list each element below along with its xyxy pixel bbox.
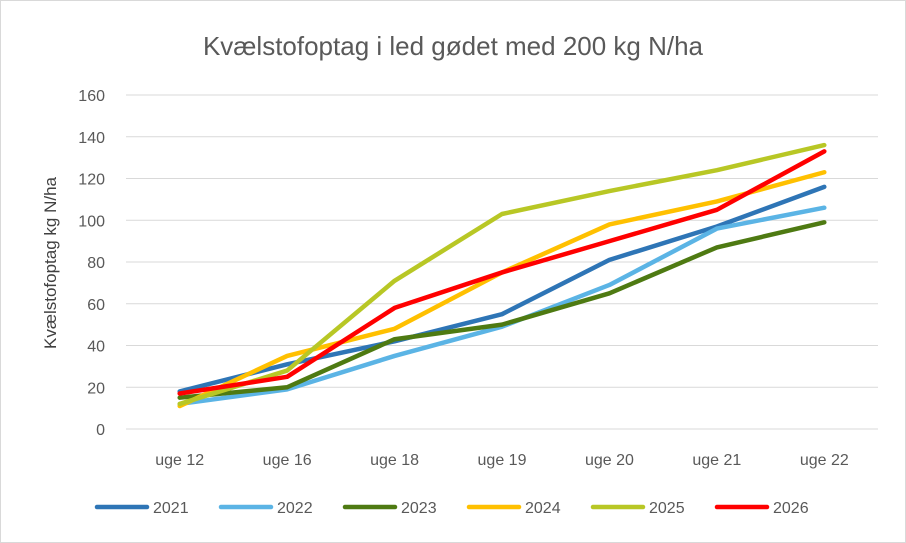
gridlines (126, 94, 878, 430)
legend-label: 2022 (277, 500, 313, 517)
legend-label: 2023 (401, 500, 437, 517)
y-tick-label: 160 (78, 88, 105, 105)
series-line-2024 (177, 169, 827, 409)
x-tick-label: uge 21 (692, 452, 741, 469)
y-tick-label: 60 (87, 297, 105, 314)
y-tick-label: 40 (87, 339, 105, 356)
legend: 2021 2022 2023 2024 2025 2026 (94, 500, 809, 517)
y-tick-label: 0 (96, 422, 105, 439)
series-lines (177, 142, 827, 409)
series-line-2026 (177, 149, 827, 396)
legend-label: 2021 (153, 500, 189, 517)
legend-item-2022: 2022 (218, 500, 313, 517)
x-tick-label: uge 19 (478, 452, 527, 469)
y-tick-label: 80 (87, 255, 105, 272)
y-axis-ticks: 0 20 40 60 80 100 120 140 160 (78, 88, 105, 439)
y-tick-label: 120 (78, 172, 105, 189)
legend-item-2025: 2025 (590, 500, 685, 517)
legend-label: 2024 (525, 500, 561, 517)
legend-item-2026: 2026 (714, 500, 809, 517)
y-tick-label: 100 (78, 213, 105, 230)
series-line-2023 (177, 220, 827, 400)
legend-item-2021: 2021 (94, 500, 189, 517)
legend-label: 2026 (773, 500, 809, 517)
y-tick-label: 140 (78, 130, 105, 147)
legend-item-2023: 2023 (342, 500, 437, 517)
x-tick-label: uge 16 (263, 452, 312, 469)
legend-label: 2025 (649, 500, 685, 517)
y-axis-label: Kvælstofoptag kg N/ha (41, 176, 60, 349)
chart-title: Kvælstofoptag i led gødet med 200 kg N/h… (203, 31, 704, 61)
x-axis-ticks: uge 12 uge 16 uge 18 uge 19 uge 20 uge 21 uge … (155, 452, 849, 469)
y-tick-label: 20 (87, 380, 105, 397)
series-line-2025 (177, 142, 827, 407)
x-tick-label: uge 18 (370, 452, 419, 469)
legend-item-2024: 2024 (466, 500, 561, 517)
x-tick-label: uge 12 (155, 452, 204, 469)
x-tick-label: uge 20 (585, 452, 634, 469)
x-tick-label: uge 22 (800, 452, 849, 469)
